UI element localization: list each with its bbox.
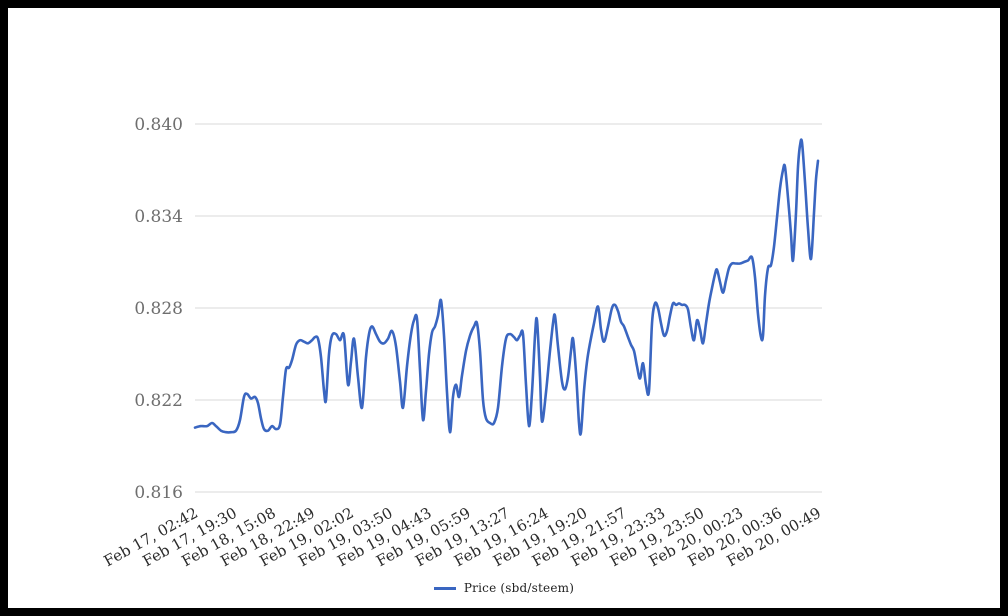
y-axis-tick-label: 0.834 bbox=[134, 207, 183, 227]
y-axis-tick-label: 0.840 bbox=[134, 115, 183, 135]
y-axis-tick-label: 0.828 bbox=[134, 299, 183, 319]
price-series-line bbox=[193, 138, 820, 436]
y-axis-tick-label: 0.816 bbox=[134, 483, 183, 503]
chart-legend: Price (sbd/steem) bbox=[0, 581, 1008, 595]
legend-label: Price (sbd/steem) bbox=[463, 581, 575, 595]
legend-line-swatch bbox=[433, 586, 456, 590]
y-axis-tick-label: 0.822 bbox=[134, 391, 183, 411]
